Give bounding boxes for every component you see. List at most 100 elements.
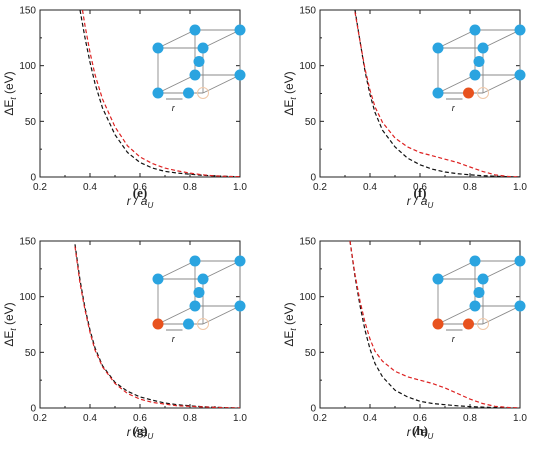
- displaced-atom: [463, 318, 474, 330]
- x-tick-label: 0.6: [133, 182, 147, 193]
- displaced-atom: [183, 87, 194, 99]
- body-center-atom: [193, 287, 205, 298]
- displaced-atom: [183, 318, 194, 330]
- atom: [469, 255, 481, 267]
- x-tick-label: 0.4: [363, 182, 377, 193]
- y-axis-label: ΔEt (eV): [282, 71, 298, 115]
- inset-r-label: r: [172, 334, 176, 344]
- y-tick-label: 150: [299, 6, 316, 17]
- y-tick-label: 50: [305, 348, 317, 359]
- vacancy-site: [477, 318, 489, 330]
- atom: [189, 24, 201, 36]
- y-tick-label: 0: [30, 173, 36, 184]
- vacancy-site: [477, 87, 489, 99]
- atom: [514, 24, 526, 36]
- atom: [152, 318, 164, 330]
- cube-edge: [437, 260, 476, 280]
- body-center-atom: [473, 56, 485, 67]
- x-tick-label: 0.4: [83, 413, 97, 424]
- series-line-1: [74, 246, 240, 408]
- y-tick-label: 50: [25, 117, 37, 128]
- x-tick-label: 1.0: [233, 413, 247, 424]
- atom: [197, 273, 209, 285]
- atom: [432, 273, 444, 285]
- y-axis-label-main: ΔE: [2, 100, 16, 116]
- y-tick-label: 0: [30, 404, 36, 415]
- x-tick-label: 0.8: [463, 413, 477, 424]
- atom: [469, 69, 481, 81]
- atom: [234, 300, 246, 312]
- cube-edge: [482, 305, 521, 325]
- series-line-1: [349, 241, 520, 408]
- panel-label: (e): [133, 185, 147, 200]
- cube-edge: [157, 74, 196, 94]
- y-axis-label-sub: t: [9, 328, 18, 331]
- y-axis-label-unit: (eV): [282, 71, 296, 97]
- x-tick-label: 0.4: [83, 182, 97, 193]
- x-axis-label-sub: U: [147, 201, 153, 210]
- chart-panel-1: 0.2 0.4 0.6 0.8 1.0 0 50 100 150 r / aU ΔEt (eV) r (…: [282, 6, 527, 211]
- atom: [514, 255, 526, 267]
- y-tick-label: 100: [299, 61, 316, 72]
- cube-edge: [482, 29, 521, 49]
- x-tick-label: 0.2: [313, 182, 327, 193]
- y-tick-label: 50: [305, 117, 317, 128]
- y-axis-label-unit: (eV): [2, 302, 16, 328]
- atom: [514, 300, 526, 312]
- x-tick-label: 0.8: [183, 182, 197, 193]
- cube-edge: [202, 260, 241, 280]
- x-tick-label: 0.6: [413, 182, 427, 193]
- cube-edge: [482, 74, 521, 94]
- atom: [197, 42, 209, 54]
- cube-edge: [437, 74, 476, 94]
- cube-edge: [157, 260, 196, 280]
- atom: [152, 42, 164, 54]
- series-line-1: [81, 10, 240, 177]
- cube-edge: [437, 29, 476, 49]
- body-center-atom: [473, 287, 485, 298]
- cube-edge: [202, 74, 241, 94]
- y-axis-label-unit: (eV): [2, 71, 16, 97]
- y-axis-label-sub: t: [9, 97, 18, 100]
- atom: [469, 300, 481, 312]
- inset-r-label: r: [172, 103, 176, 113]
- panel-label: (h): [412, 423, 428, 438]
- y-axis-label: ΔEt (eV): [2, 71, 18, 115]
- atom: [152, 87, 164, 99]
- x-tick-label: 1.0: [233, 182, 247, 193]
- inset-r-label: r: [452, 334, 456, 344]
- y-axis-label-main: ΔE: [282, 100, 296, 116]
- series-line-0: [349, 241, 520, 408]
- atom: [432, 318, 444, 330]
- atom: [469, 24, 481, 36]
- cube-edge: [202, 29, 241, 49]
- y-tick-label: 150: [19, 237, 36, 248]
- y-axis-label: ΔEt (eV): [282, 302, 298, 346]
- x-tick-label: 0.2: [313, 413, 327, 424]
- plot-frame: [319, 240, 521, 409]
- x-axis-label: r / aU: [407, 194, 434, 210]
- atom: [477, 273, 489, 285]
- chart-panel-2: 0.2 0.4 0.6 0.8 1.0 0 50 100 150 r / aU ΔEt (eV) r (…: [2, 237, 247, 442]
- atom: [234, 24, 246, 36]
- x-tick-label: 0.6: [413, 413, 427, 424]
- y-tick-label: 100: [19, 61, 36, 72]
- body-center-atom: [193, 56, 205, 67]
- vacancy-site: [197, 318, 209, 330]
- series-line-0: [354, 10, 520, 177]
- x-tick-label: 0.2: [33, 413, 47, 424]
- x-tick-label: 0.6: [133, 413, 147, 424]
- plot-frame: [39, 240, 241, 409]
- x-tick-label: 0.4: [363, 413, 377, 424]
- cube-edge: [202, 305, 241, 325]
- x-axis-label-sub: U: [147, 432, 153, 441]
- vacancy-site: [197, 87, 209, 99]
- y-axis-label-unit: (eV): [282, 302, 296, 328]
- x-tick-label: 0.2: [33, 182, 47, 193]
- chart-panel-3: 0.2 0.4 0.6 0.8 1.0 0 50 100 150 r / aU ΔEt (eV) r (…: [282, 237, 527, 442]
- chart-panel-0: 0.2 0.4 0.6 0.8 1.0 0 50 100 150 r / aU ΔEt (eV) r (…: [2, 6, 247, 211]
- atom: [234, 255, 246, 267]
- x-tick-label: 1.0: [513, 182, 527, 193]
- atom: [189, 300, 201, 312]
